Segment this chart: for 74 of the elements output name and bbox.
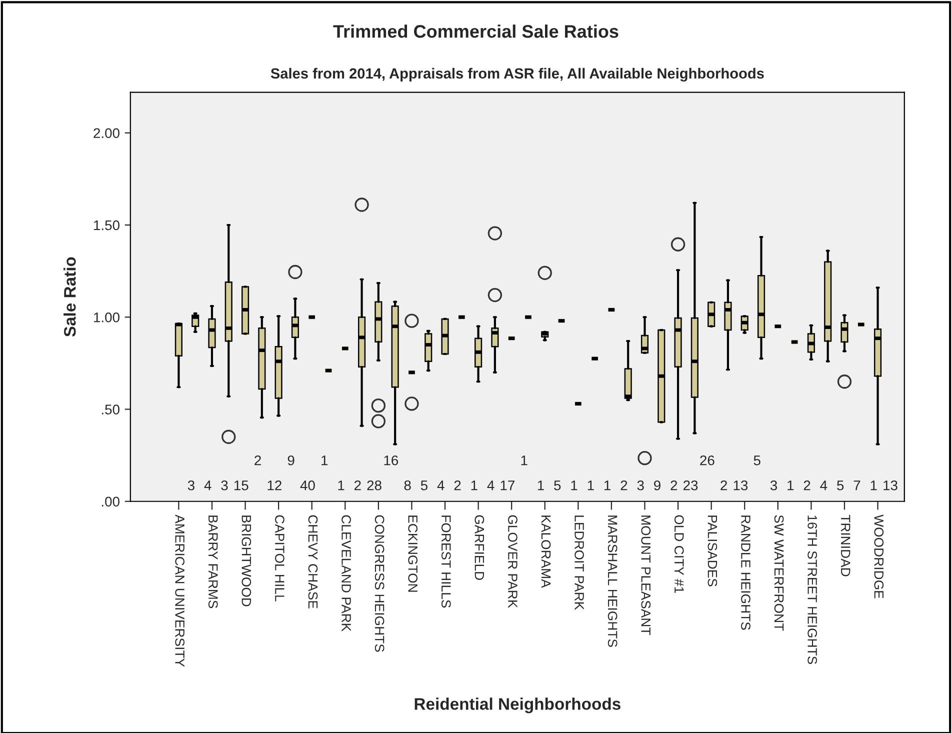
x-tick-label: WOODRIDGE [874,514,884,598]
text: 5 [837,480,844,490]
x-tick-label: MOUNT PLEASANT [641,516,651,635]
x-tick-label: BRIGHTWOOD [242,516,252,606]
text: 7 [854,480,860,490]
y-tick-label: .00 [102,496,120,507]
text: 2 [620,480,628,490]
x-tick-label: CHEVY CHASE [308,515,318,608]
text: 5 [420,480,428,490]
y-tick-label: 1.50 [94,220,120,230]
x-tick-label: CLEVELAND PARK [342,515,351,632]
chart-title: Trimmed Commercial Sale Ratios [333,24,618,38]
y-tick-label: .50 [102,404,120,414]
text: 2 [254,455,261,466]
x-tick-label: AMERICAN UNIVERSITY [175,514,184,667]
text: 2 [354,480,361,490]
text: 4 [204,480,212,490]
y-axis-title: Sale Ratio [64,257,76,337]
text: 1 [322,456,328,466]
text: 3 [637,480,644,490]
x-tick-label: MARSHALL HEIGHTS [608,516,618,647]
text: 5 [754,456,760,466]
text: 2 [670,480,678,490]
text: 1 [538,480,544,490]
text: 9 [288,455,294,466]
x-axis-title: Reidential Neighborhoods [414,698,620,714]
y-tick-label: 1.00 [94,312,120,322]
text: 13 [734,480,748,490]
x-tick-label: SW WATERFRONT [774,515,784,631]
text: 2 [454,480,461,490]
text: 4 [437,480,444,490]
text: 9 [654,480,660,490]
x-tick-label: FOREST HILLS [441,516,451,608]
x-tick-label: CONGRESS HEIGHTS [374,515,384,652]
x-tick-label: RANDLE HEIGHTS [741,516,750,630]
text: 3 [188,480,194,490]
x-tick-label: TRINIDAD [841,514,850,576]
chart-subtitle: Sales from 2014, Appraisals from ASR file, All Available Neighborhoods [270,68,764,82]
x-tick-label: OLD CITY #1 [674,515,684,593]
x-tick-label: CAPITOL HILL [275,515,284,602]
text: 1 [588,480,594,490]
text: 1 [870,480,877,490]
text: 8 [404,480,411,490]
text: 1 [571,480,578,490]
text: 4 [487,480,494,490]
text: 4 [820,480,828,490]
text: 13 [884,480,898,490]
text: 16 [384,455,398,466]
x-tick-label: ECKINGTON [408,516,418,592]
text: 15 [234,480,248,490]
x-tick-label: BARRY FARMS [208,516,218,608]
x-tick-label: 16TH STREET HEIGHTS [808,516,817,664]
text: 40 [300,480,315,490]
text: 1 [471,480,478,490]
text: 17 [500,480,514,490]
x-tick-label: GARFIELD [474,515,484,580]
text: 2 [720,480,727,490]
text: 5 [554,480,561,490]
x-tick-label: KALORAMA [541,516,551,588]
text: 1 [338,480,344,490]
text: 26 [700,455,714,466]
text: 23 [684,480,698,490]
text: 3 [221,480,228,490]
text: 2 [804,480,810,490]
text: 1 [604,480,610,490]
x-tick-label: PALISADES [708,516,718,586]
text: 3 [770,480,778,490]
x-tick-label: LEDROIT PARK [574,516,584,610]
text: 28 [367,480,382,490]
text: 12 [268,480,282,490]
text: 1 [521,456,528,466]
y-tick-label: 2.00 [94,128,120,138]
x-tick-label: GLOVER PARK [508,515,518,608]
text: 1 [788,480,794,490]
